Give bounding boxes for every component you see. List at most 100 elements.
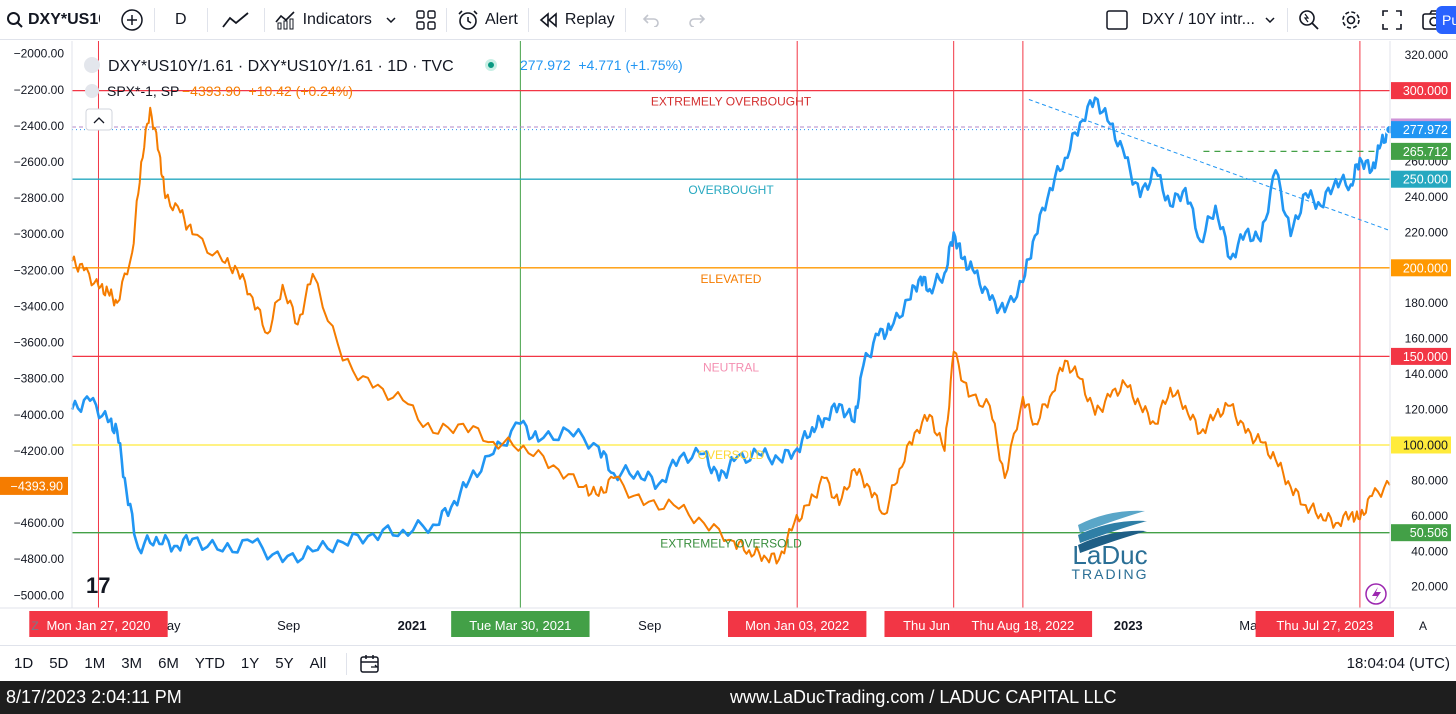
range-button-1m[interactable]: 1M <box>84 655 106 672</box>
rewind-icon <box>539 11 559 28</box>
range-button-1y[interactable]: 1Y <box>240 655 260 672</box>
footer-timestamp: 8/17/2023 2:04:11 PM <box>6 687 182 707</box>
second-series-title[interactable]: SPX*-1, SP <box>107 83 179 99</box>
redo-button[interactable] <box>676 0 718 40</box>
price-axis-badge <box>1391 347 1451 365</box>
level-label: ELEVATED <box>701 272 762 286</box>
legend-collapse-button[interactable] <box>85 108 113 131</box>
indicators-icon <box>274 10 297 30</box>
date-badge <box>29 611 168 637</box>
fullscreen-icon <box>1382 9 1402 30</box>
level-label: EXTREMELY OVERBOUGHT <box>651 95 812 109</box>
settings-button[interactable] <box>1330 0 1372 40</box>
left-axis-tick: −2800.00 <box>14 191 65 205</box>
range-button-ytd[interactable]: YTD <box>194 655 225 672</box>
toolbar-divider <box>154 7 155 32</box>
search-icon <box>6 11 24 29</box>
main-series-source-icon <box>84 57 100 73</box>
range-button-1d[interactable]: 1D <box>14 655 34 672</box>
main-series-title[interactable]: DXY*US10Y/1.61 · DXY*US10Y/1.61 · 1D · T… <box>108 58 454 75</box>
time-axis-tick: Sep <box>277 618 300 633</box>
left-axis-tick: −3800.00 <box>14 372 65 386</box>
range-button-5d[interactable]: 5D <box>49 655 69 672</box>
date-badge <box>953 611 1093 637</box>
interval-label: D <box>175 10 187 28</box>
compare-symbol-button[interactable] <box>110 0 154 40</box>
indicators-button[interactable]: Indicators <box>265 0 406 40</box>
live-status-dot <box>485 59 497 71</box>
toolbar-divider <box>263 7 265 32</box>
replay-button[interactable]: Replay <box>529 0 625 40</box>
series-line-dxy-us10y <box>70 96 1392 564</box>
range-button-5y[interactable]: 5Y <box>275 655 294 672</box>
alarm-clock-icon <box>457 9 479 31</box>
right-axis-tick: 40.000 <box>1411 544 1448 558</box>
layout-select-button[interactable]: DXY / 10Y intr... <box>1096 0 1287 40</box>
footer-website: www.LaDucTrading.com / LADUC CAPITAL LLC <box>730 687 1117 707</box>
right-axis-tick: 80.000 <box>1411 473 1448 487</box>
right-axis-tick: 120.000 <box>1405 403 1449 417</box>
price-axis-badge-label: 100.000 <box>1403 438 1448 452</box>
left-axis-tick: −2400.00 <box>14 119 65 133</box>
chart-background <box>0 41 1456 645</box>
range-button-3m[interactable]: 3M <box>121 655 143 672</box>
add-circle-icon <box>120 8 144 32</box>
quick-search-button[interactable] <box>1288 0 1330 40</box>
undo-button[interactable] <box>626 0 676 40</box>
right-axis-tick: 220.000 <box>1405 225 1449 239</box>
laduc-subtitle: TRADING <box>1072 566 1149 582</box>
left-axis-tick: −2000.00 <box>14 47 65 61</box>
date-badge-label: Tue Mar 30, 2021 <box>469 618 571 633</box>
calendar-goto-icon[interactable] <box>359 653 381 675</box>
utc-clock[interactable]: 18:04:04 (UTC) <box>1346 655 1450 672</box>
right-axis-tick: 180.000 <box>1405 296 1449 310</box>
chart-type-button[interactable] <box>208 0 264 40</box>
toolbar-divider <box>445 7 447 32</box>
right-axis-tick: 320.000 <box>1405 48 1449 62</box>
toolbar-divider <box>206 7 208 32</box>
tradingview-logo: 17 <box>86 573 110 598</box>
range-button-6m[interactable]: 6M <box>158 655 179 672</box>
chevron-down-icon <box>386 16 396 23</box>
gear-icon <box>1340 9 1362 31</box>
toolbar-divider <box>624 7 626 32</box>
templates-button[interactable] <box>406 0 446 40</box>
vertical-event-lines <box>97 41 1361 608</box>
symbol-name: DXY*US10 <box>28 10 100 28</box>
right-axis-tick: 160.000 <box>1405 332 1449 346</box>
left-axis-auto-button[interactable]: Z <box>31 619 38 633</box>
price-axis-badge <box>1391 82 1451 100</box>
alert-button[interactable]: Alert <box>447 0 528 40</box>
left-axis-tick: −4800.00 <box>14 552 65 566</box>
right-axis-tick: 20.000 <box>1411 580 1448 594</box>
price-axis-badge-label: 250.000 <box>1403 173 1448 187</box>
chart-area[interactable]: LaDuc TRADING EXTREMELY OVERBOUGHT OVERBO… <box>0 41 1456 645</box>
line-chart-icon <box>221 10 250 30</box>
symbol-search-button[interactable]: DXY*US10 <box>0 0 110 40</box>
time-axis-tick: 2023 <box>1114 618 1143 633</box>
fullscreen-button[interactable] <box>1372 0 1412 40</box>
left-axis-badge <box>0 476 68 495</box>
left-axis-tick: −2600.00 <box>14 155 65 169</box>
redo-icon <box>688 13 706 27</box>
lightning-button[interactable] <box>1365 583 1387 605</box>
level-label: OVERBOUGHT <box>688 183 774 197</box>
left-axis-tick: −2200.00 <box>14 83 65 97</box>
interval-button[interactable]: D <box>155 0 207 40</box>
layout-name: DXY / 10Y intr... <box>1141 10 1255 28</box>
left-axis-tick: −5000.00 <box>14 588 65 602</box>
publish-button[interactable]: Pu <box>1436 6 1456 34</box>
chart-gridlines <box>0 41 1456 645</box>
indicators-label: Indicators <box>302 10 372 28</box>
toolbar-divider <box>1287 7 1288 32</box>
right-axis-auto-button[interactable]: A <box>1419 619 1427 633</box>
time-axis-tick: 2021 <box>398 618 427 633</box>
chevron-up-icon <box>93 117 105 124</box>
lightning-icon <box>1372 587 1381 602</box>
quick-search-icon <box>1298 9 1320 31</box>
date-badge-label: Thu Jul 27, 2023 <box>1276 618 1373 633</box>
right-axis-tick: 60.000 <box>1411 509 1448 523</box>
range-button-all[interactable]: All <box>309 655 327 672</box>
right-axis-tick: 240.000 <box>1405 190 1449 204</box>
